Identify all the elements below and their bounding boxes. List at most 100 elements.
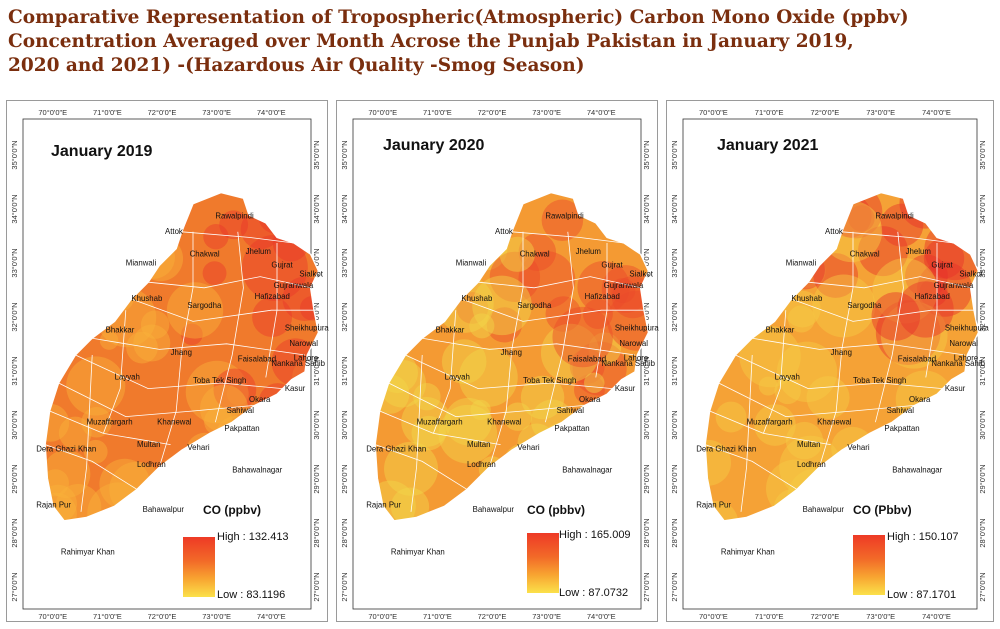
latitude-tick-right: 29°0'0"N <box>642 464 651 493</box>
district-label: Hafizabad <box>585 292 620 301</box>
district-label: Sargodha <box>517 301 552 310</box>
longitude-tick-bottom: 70°0'0"E <box>699 612 728 621</box>
legend-high-value: High : 132.413 <box>217 531 289 543</box>
district-label: Bahawalnagar <box>892 466 942 475</box>
district-label: Rajan Pur <box>366 500 401 509</box>
co-concentration-surface <box>45 192 319 521</box>
district-label: Bhakkar <box>766 326 795 335</box>
district-boundary <box>92 337 306 356</box>
district-boundary <box>375 444 468 490</box>
concentration-patch <box>758 376 778 396</box>
district-label: Kasur <box>615 384 636 393</box>
concentration-patch <box>213 368 257 412</box>
legend-high-value: High : 165.009 <box>559 529 631 541</box>
district-label: Multan <box>137 440 161 449</box>
longitude-tick-bottom: 74°0'0"E <box>587 612 616 621</box>
latitude-tick-right: 31°0'0"N <box>642 356 651 385</box>
longitude-tick-top: 74°0'0"E <box>922 108 951 117</box>
district-label: Layyah <box>775 373 800 382</box>
district-boundary <box>58 382 255 417</box>
district-label: Sialkot <box>629 270 653 279</box>
coordinate-ticks: 70°0'0"E 70°0'0"E 71°0'0"E 71°0'0"E 72°0'0"E… <box>340 108 651 621</box>
district-label: Kasur <box>945 384 966 393</box>
district-label: Lodhran <box>797 460 826 469</box>
concentration-patch <box>469 313 495 339</box>
latitude-tick-right: 33°0'0"N <box>642 248 651 277</box>
latitude-tick-left: 28°0'0"N <box>10 518 19 547</box>
district-boundary <box>841 231 954 244</box>
title-line-2: Concentration Averaged over Month Acrose… <box>8 31 854 52</box>
district-label: Gujranwala <box>604 281 644 290</box>
latitude-tick-left: 31°0'0"N <box>10 356 19 385</box>
district-label: Sialkot <box>299 270 323 279</box>
district-label: Sahiwal <box>227 406 255 415</box>
concentration-patch <box>871 292 921 341</box>
legend-color-ramp <box>527 533 559 593</box>
panel-year-label: January 2019 <box>51 143 153 160</box>
district-label: Rawalpindi <box>545 211 584 220</box>
latitude-tick-left: 31°0'0"N <box>340 356 349 385</box>
latitude-tick-right: 35°0'0"N <box>642 140 651 169</box>
concentration-patch <box>897 281 954 338</box>
province-boundary <box>44 191 320 522</box>
co-concentration-surface <box>375 192 649 521</box>
map-panel-2020: 70°0'0"E 70°0'0"E 71°0'0"E 71°0'0"E 72°0'0"E… <box>336 100 659 622</box>
concentration-patch <box>241 234 308 301</box>
longitude-tick-bottom: 71°0'0"E <box>755 612 784 621</box>
latitude-tick-left: 29°0'0"N <box>340 464 349 493</box>
district-label: Sargodha <box>187 301 222 310</box>
legend-title: CO (pbbv) <box>527 503 585 517</box>
latitude-tick-left: 34°0'0"N <box>10 194 19 223</box>
coordinate-ticks: 70°0'0"E 70°0'0"E 71°0'0"E 71°0'0"E 72°0'0"E… <box>10 108 321 621</box>
district-label: Khushab <box>791 294 823 303</box>
district-label: Toba Tek Singh <box>853 376 906 385</box>
district-label: Rawalpindi <box>875 211 914 220</box>
concentration-patch <box>133 324 171 362</box>
district-label: Sargodha <box>847 301 882 310</box>
district-label: Rahimyar Khan <box>391 547 445 556</box>
district-label: Faisalabad <box>568 355 606 364</box>
latitude-tick-left: 35°0'0"N <box>10 140 19 169</box>
concentration-patch <box>601 265 649 313</box>
latitude-tick-left: 32°0'0"N <box>10 302 19 331</box>
district-label: Multan <box>797 440 821 449</box>
concentration-patch <box>545 296 582 332</box>
latitude-tick-left: 35°0'0"N <box>670 140 679 169</box>
latitude-tick-left: 33°0'0"N <box>670 248 679 277</box>
concentration-patch <box>518 233 557 271</box>
district-label: Sialkot <box>959 270 983 279</box>
latitude-tick-left: 27°0'0"N <box>10 572 19 601</box>
longitude-tick-bottom: 73°0'0"E <box>866 612 895 621</box>
district-label: Attok <box>825 227 843 236</box>
district-label: Gujranwala <box>934 281 974 290</box>
district-label: Nankana Sahib <box>271 359 325 368</box>
concentration-patch <box>518 251 576 309</box>
district-label: Hafizabad <box>255 292 290 301</box>
district-boundary <box>478 276 641 289</box>
latitude-tick-left: 31°0'0"N <box>670 356 679 385</box>
concentration-patch <box>610 278 636 304</box>
district-label: Bahawalpur <box>143 505 185 514</box>
district-label: Layyah <box>445 373 470 382</box>
co-concentration-surface <box>705 192 979 521</box>
map-canvas-2020: 70°0'0"E 70°0'0"E 71°0'0"E 71°0'0"E 72°0'0"E… <box>340 108 659 621</box>
district-label: Kasur <box>285 384 306 393</box>
title-line-3: 2020 and 2021) -(Hazardous Air Quality -… <box>8 55 585 76</box>
longitude-tick-top: 72°0'0"E <box>148 108 177 117</box>
title-line-1: Comparative Representation of Tropospher… <box>8 7 909 28</box>
concentration-patch <box>503 402 533 431</box>
district-label: Pakpattan <box>224 424 259 433</box>
district-boundary <box>433 310 457 434</box>
map-panel-2021: 70°0'0"E 70°0'0"E 71°0'0"E 71°0'0"E 72°0'0"E… <box>666 100 994 622</box>
district-label: Dera Ghazi Khan <box>36 444 96 453</box>
latitude-tick-right: 35°0'0"N <box>978 140 987 169</box>
latitude-tick-left: 29°0'0"N <box>10 464 19 493</box>
concentration-patch <box>577 260 630 314</box>
district-label: Toba Tek Singh <box>523 376 576 385</box>
district-label: Rawalpindi <box>215 211 254 220</box>
district-label: Narowal <box>619 339 648 348</box>
district-boundary <box>925 243 938 378</box>
concentration-patch <box>848 205 875 232</box>
concentration-patch <box>572 341 627 396</box>
district-label: Faisalabad <box>898 355 936 364</box>
